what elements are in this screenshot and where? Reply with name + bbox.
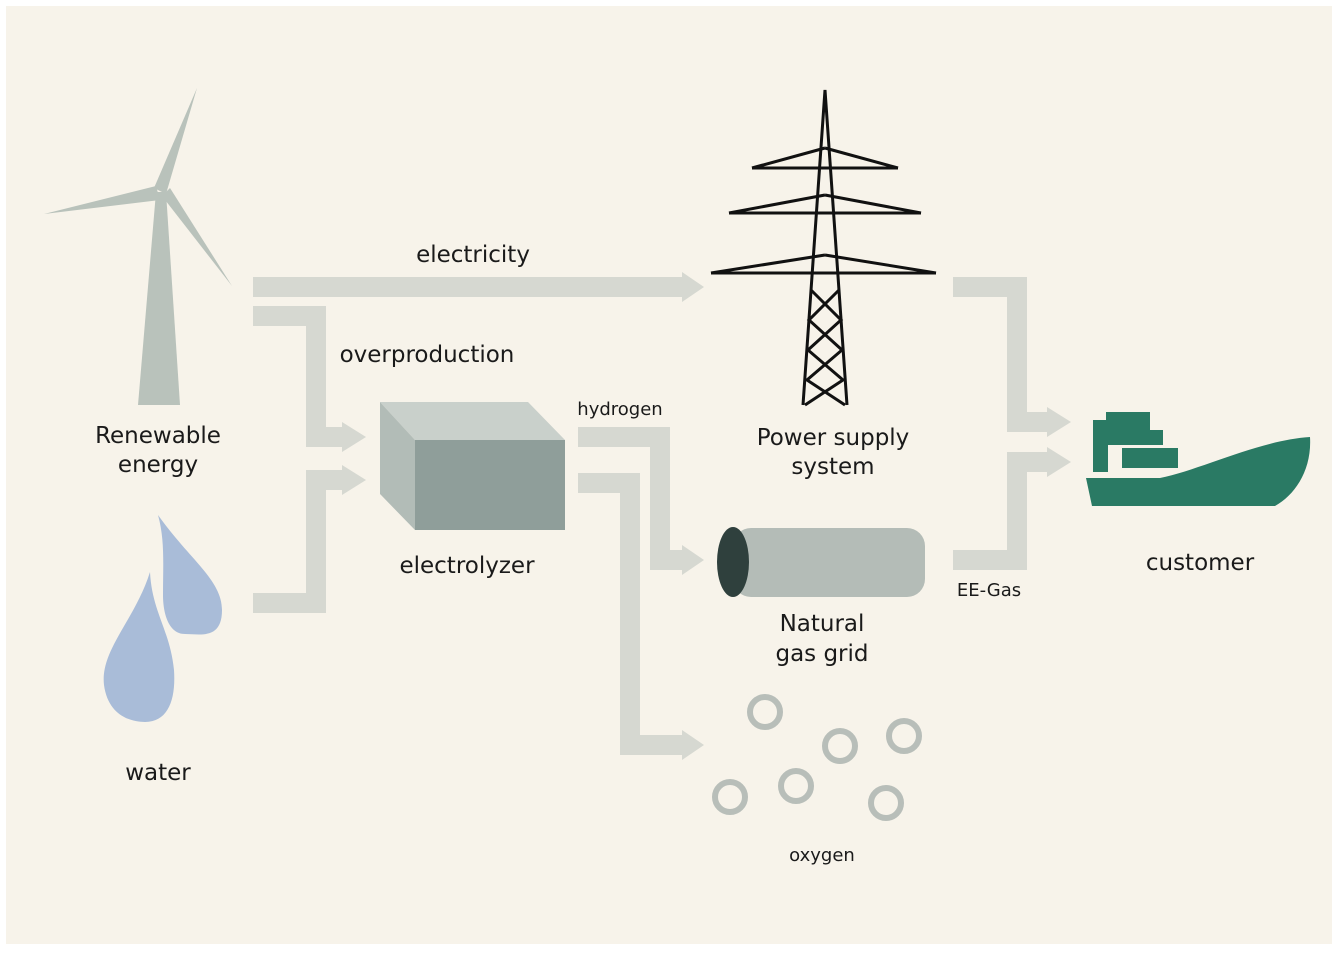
- node-label: energy: [118, 452, 198, 478]
- node-label: electrolyzer: [399, 553, 535, 579]
- oxygen-bubbles: [712, 694, 922, 821]
- node-label: oxygen: [789, 845, 855, 866]
- wind-turbine: [44, 88, 232, 405]
- water-drops: [103, 515, 222, 722]
- electrolyzer-box: [380, 402, 565, 530]
- edge-label: hydrogen: [577, 399, 662, 420]
- node-label: system: [791, 454, 874, 480]
- gas-pipe: [717, 527, 925, 597]
- ship: [1086, 412, 1311, 506]
- edge-label: electricity: [416, 242, 530, 268]
- node-label: Power supply: [757, 425, 910, 451]
- node-label: gas grid: [775, 641, 868, 667]
- node-label: water: [125, 760, 191, 786]
- node-label: Renewable: [95, 423, 221, 449]
- node-label: Natural: [780, 611, 865, 637]
- node-label: customer: [1146, 550, 1255, 576]
- flows: [253, 272, 1071, 760]
- edge-label: EE-Gas: [957, 580, 1021, 601]
- power-pylon: [710, 89, 937, 407]
- edge-label: overproduction: [340, 342, 515, 368]
